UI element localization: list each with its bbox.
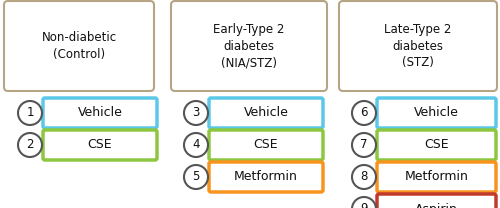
FancyBboxPatch shape <box>209 162 323 192</box>
Text: 2: 2 <box>26 139 34 151</box>
FancyBboxPatch shape <box>43 98 157 128</box>
Text: 5: 5 <box>192 171 200 183</box>
Text: CSE: CSE <box>254 139 278 151</box>
Text: Late-Type 2
diabetes
(STZ): Late-Type 2 diabetes (STZ) <box>384 23 452 69</box>
Text: 4: 4 <box>192 139 200 151</box>
FancyBboxPatch shape <box>209 130 323 160</box>
Text: Non-diabetic
(Control): Non-diabetic (Control) <box>42 31 117 61</box>
Text: CSE: CSE <box>88 139 112 151</box>
Text: 7: 7 <box>360 139 368 151</box>
FancyBboxPatch shape <box>339 1 497 91</box>
Text: Metformin: Metformin <box>234 171 298 183</box>
Circle shape <box>184 101 208 125</box>
Text: 1: 1 <box>26 106 34 120</box>
FancyBboxPatch shape <box>209 98 323 128</box>
Text: CSE: CSE <box>424 139 449 151</box>
FancyBboxPatch shape <box>377 130 496 160</box>
Circle shape <box>18 101 42 125</box>
Circle shape <box>352 101 376 125</box>
Text: Vehicle: Vehicle <box>244 106 288 120</box>
Text: Early-Type 2
diabetes
(NIA/STZ): Early-Type 2 diabetes (NIA/STZ) <box>214 23 284 69</box>
Circle shape <box>18 133 42 157</box>
Text: Vehicle: Vehicle <box>414 106 459 120</box>
Circle shape <box>184 165 208 189</box>
Circle shape <box>352 133 376 157</box>
Text: 8: 8 <box>360 171 368 183</box>
Text: 9: 9 <box>360 203 368 208</box>
FancyBboxPatch shape <box>377 194 496 208</box>
Text: 3: 3 <box>192 106 200 120</box>
Circle shape <box>352 197 376 208</box>
Text: Vehicle: Vehicle <box>78 106 122 120</box>
FancyBboxPatch shape <box>377 162 496 192</box>
FancyBboxPatch shape <box>43 130 157 160</box>
Text: Metformin: Metformin <box>404 171 468 183</box>
Text: Aspirin: Aspirin <box>415 203 458 208</box>
Circle shape <box>352 165 376 189</box>
Circle shape <box>184 133 208 157</box>
FancyBboxPatch shape <box>377 98 496 128</box>
FancyBboxPatch shape <box>4 1 154 91</box>
Text: 6: 6 <box>360 106 368 120</box>
FancyBboxPatch shape <box>171 1 327 91</box>
